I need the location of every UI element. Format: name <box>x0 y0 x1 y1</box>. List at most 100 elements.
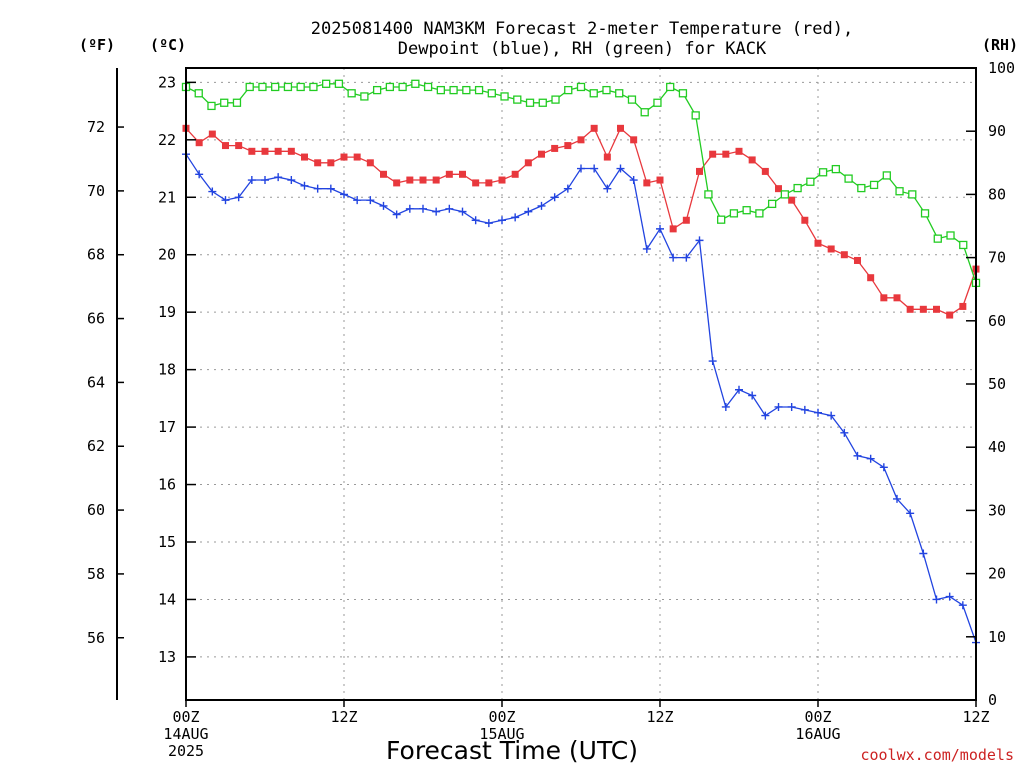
data-point <box>392 210 401 219</box>
data-point <box>511 170 519 178</box>
data-point <box>334 79 344 88</box>
fahrenheit-tick-label: 64 <box>87 373 105 391</box>
data-point <box>642 244 651 253</box>
data-point <box>840 428 849 437</box>
data-point <box>814 239 822 247</box>
fahrenheit-tick-label: 66 <box>87 310 105 328</box>
data-point <box>406 176 414 184</box>
time-tick-label: 16AUG <box>795 725 840 743</box>
data-point <box>602 85 611 95</box>
data-point <box>946 231 955 240</box>
data-point <box>379 201 388 210</box>
data-point <box>895 187 904 196</box>
celsius-tick-label: 15 <box>158 533 176 551</box>
data-point <box>366 159 374 167</box>
data-point <box>831 164 840 174</box>
data-point <box>840 251 848 259</box>
data-point <box>436 85 445 95</box>
rh-tick-label: 30 <box>988 501 1006 519</box>
data-point <box>248 147 256 155</box>
data-point <box>513 95 522 104</box>
series-0 <box>182 124 980 319</box>
data-point <box>919 305 927 313</box>
rh-tick-label: 0 <box>988 691 997 709</box>
celsius-axis: 13 14 15 16 17 18 19 20 21 22 23 <box>158 73 196 666</box>
data-point <box>748 391 757 400</box>
data-point <box>774 402 783 411</box>
data-point <box>419 204 427 213</box>
data-point <box>194 89 203 98</box>
data-point <box>682 253 691 262</box>
data-point <box>696 167 703 175</box>
data-point <box>340 190 348 199</box>
data-point <box>920 209 930 218</box>
time-tick-label: 12Z <box>330 708 357 726</box>
data-point <box>844 174 853 183</box>
fahrenheit-tick-label: 60 <box>87 501 105 519</box>
data-point <box>717 215 726 224</box>
data-point <box>234 193 243 202</box>
data-point <box>366 196 375 205</box>
data-point <box>459 170 466 178</box>
data-point <box>432 207 441 216</box>
data-point <box>640 108 649 117</box>
time-tick-label: 15AUG <box>479 725 524 743</box>
chart-title-line-1: 2025081400 NAM3KM Forecast 2-meter Tempe… <box>311 19 853 39</box>
series-2 <box>181 79 981 288</box>
data-point <box>691 111 700 120</box>
data-point <box>301 153 308 161</box>
data-point <box>471 216 480 225</box>
data-point <box>801 216 809 224</box>
data-point <box>933 234 942 243</box>
data-point <box>880 294 888 302</box>
data-point <box>195 139 203 147</box>
data-point <box>380 170 387 178</box>
data-point <box>603 184 612 193</box>
data-point <box>271 82 280 92</box>
data-point <box>511 213 520 222</box>
data-point <box>669 253 678 262</box>
time-tick-label: 00Z <box>804 708 831 726</box>
data-point <box>274 147 282 155</box>
data-point <box>787 402 796 411</box>
data-point <box>398 82 407 92</box>
data-point <box>800 405 809 414</box>
chart-title-line-2: Dewpoint (blue), RH (green) for KACK <box>398 39 767 59</box>
data-point <box>498 216 506 225</box>
data-point <box>360 92 369 101</box>
time-tick-label: 12Z <box>646 708 673 726</box>
data-point <box>445 204 454 213</box>
data-point <box>208 130 216 138</box>
data-point <box>449 85 458 95</box>
data-point <box>853 451 862 460</box>
fahrenheit-tick-label: 62 <box>87 437 105 455</box>
rh-tick-label: 100 <box>988 59 1015 77</box>
data-point <box>258 82 267 92</box>
data-point <box>669 225 677 233</box>
data-point <box>818 168 828 177</box>
data-point <box>208 187 217 196</box>
data-point <box>695 236 704 245</box>
data-point <box>274 173 283 182</box>
data-point <box>761 167 769 175</box>
data-point <box>576 82 586 92</box>
data-point <box>857 183 866 193</box>
data-point <box>487 89 496 98</box>
data-point <box>666 82 675 92</box>
data-point <box>708 357 717 366</box>
time-tick-label: 00Z <box>172 708 199 726</box>
celsius-tick-label: 20 <box>158 246 176 264</box>
data-point <box>761 411 770 420</box>
data-point <box>958 601 967 610</box>
data-point <box>827 411 836 420</box>
fahrenheit-tick-label: 56 <box>87 629 105 647</box>
celsius-tick-label: 22 <box>158 131 176 149</box>
data-point <box>247 176 256 185</box>
data-point <box>735 385 743 394</box>
data-point <box>411 79 420 88</box>
data-point <box>577 136 585 144</box>
data-point <box>564 142 572 150</box>
data-point <box>793 183 802 193</box>
data-point <box>603 153 611 161</box>
data-point <box>385 82 395 92</box>
